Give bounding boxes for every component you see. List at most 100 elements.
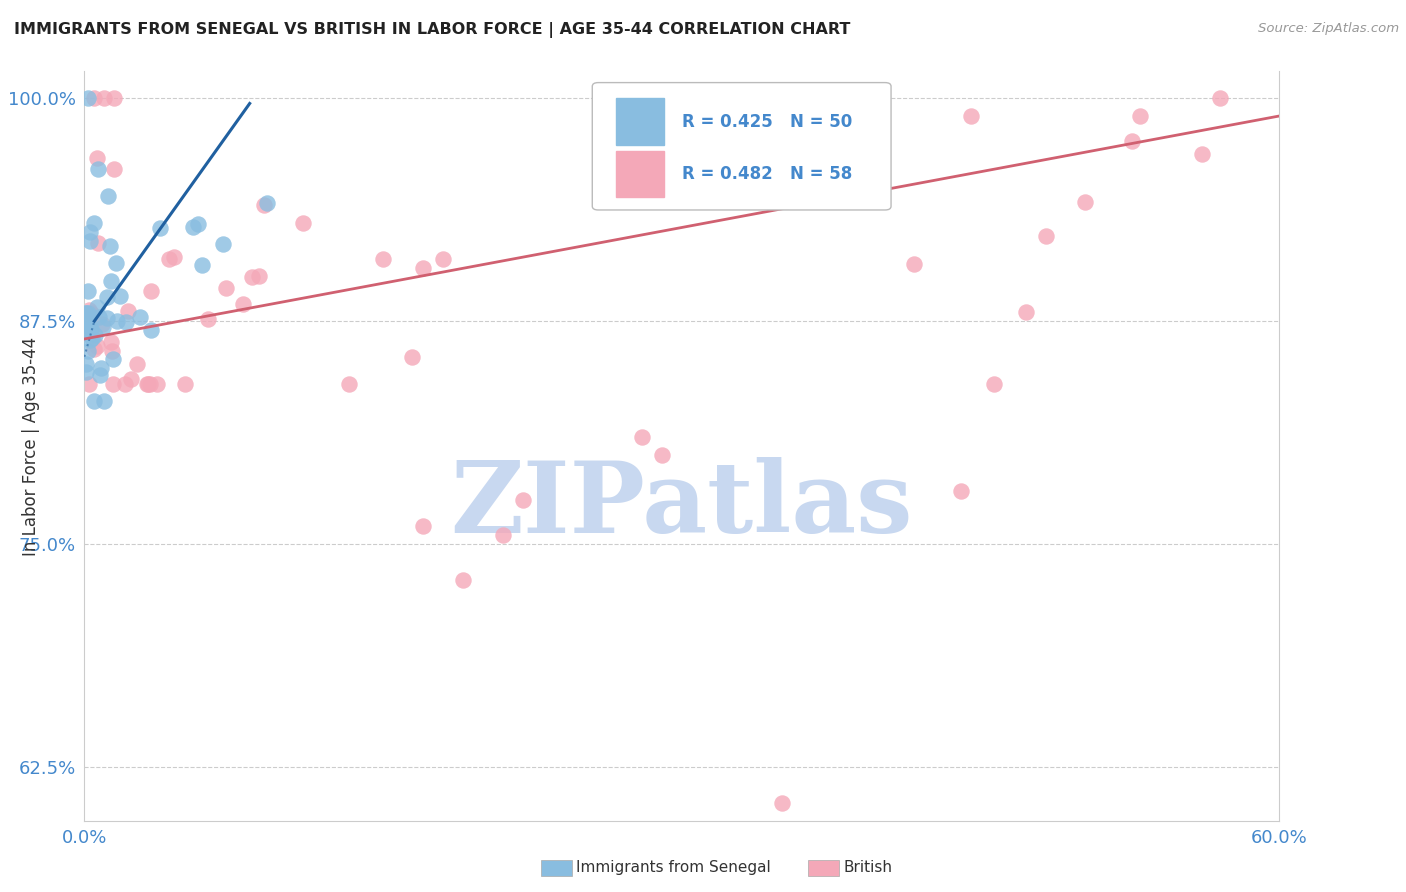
Point xyxy=(212,237,235,252)
Point xyxy=(76,318,98,333)
Point xyxy=(163,250,186,264)
Point xyxy=(93,91,115,105)
Point xyxy=(292,216,315,230)
Point xyxy=(149,221,172,235)
Text: Source: ZipAtlas.com: Source: ZipAtlas.com xyxy=(1258,22,1399,36)
Point xyxy=(76,314,98,328)
Point xyxy=(1129,109,1152,123)
Point xyxy=(87,162,110,177)
Point xyxy=(256,195,278,210)
Point xyxy=(96,310,118,325)
Point xyxy=(75,306,97,320)
Point xyxy=(146,376,169,391)
Point xyxy=(108,289,131,303)
Point xyxy=(631,430,654,444)
Point xyxy=(174,376,197,391)
Point xyxy=(100,238,122,252)
Text: ZIPatlas: ZIPatlas xyxy=(451,458,912,555)
Point xyxy=(76,308,98,322)
Point xyxy=(100,274,122,288)
Point xyxy=(103,162,125,177)
Point xyxy=(1121,134,1143,148)
Point xyxy=(253,198,276,212)
Point xyxy=(77,302,100,317)
Point xyxy=(83,91,105,105)
Point xyxy=(77,317,100,331)
Point xyxy=(959,109,981,123)
Point xyxy=(790,91,813,105)
Point xyxy=(401,350,423,364)
Point xyxy=(114,376,136,391)
Point xyxy=(91,320,114,334)
Point xyxy=(86,339,108,353)
Point xyxy=(240,270,263,285)
Point xyxy=(87,310,110,325)
Point xyxy=(412,260,434,275)
Point xyxy=(157,252,180,267)
Point xyxy=(215,281,238,295)
Point xyxy=(83,342,105,356)
Point xyxy=(80,306,103,320)
Point xyxy=(492,528,515,542)
Bar xyxy=(616,98,664,145)
Point xyxy=(105,255,128,269)
Text: R = 0.482   N = 58: R = 0.482 N = 58 xyxy=(682,165,852,183)
Text: R = 0.425   N = 50: R = 0.425 N = 50 xyxy=(682,112,852,130)
Point xyxy=(181,219,204,234)
Point xyxy=(77,376,100,391)
Point xyxy=(186,217,208,231)
Point xyxy=(100,335,122,350)
Point xyxy=(141,284,163,298)
Point xyxy=(432,252,454,266)
Point xyxy=(86,151,108,165)
Point xyxy=(512,492,534,507)
Point xyxy=(96,290,118,304)
Point xyxy=(75,305,97,319)
Point xyxy=(1191,147,1213,161)
Point xyxy=(129,310,152,324)
Point xyxy=(79,320,101,334)
Point xyxy=(80,331,103,345)
Point xyxy=(1074,194,1097,209)
Point xyxy=(451,573,474,587)
Text: Immigrants from Senegal: Immigrants from Senegal xyxy=(576,861,772,875)
Point xyxy=(76,312,98,326)
Point xyxy=(139,376,162,391)
Point xyxy=(197,311,219,326)
Point xyxy=(1015,304,1038,318)
Point xyxy=(86,301,108,315)
Point xyxy=(84,328,107,343)
Point xyxy=(232,297,254,311)
Point xyxy=(770,796,793,810)
Point xyxy=(75,357,97,371)
Point xyxy=(83,394,105,409)
Point xyxy=(79,333,101,347)
Point xyxy=(77,306,100,320)
Point xyxy=(91,317,114,331)
Point xyxy=(136,376,159,391)
FancyBboxPatch shape xyxy=(592,83,891,210)
Point xyxy=(983,376,1005,391)
Point xyxy=(949,483,972,498)
Point xyxy=(117,304,139,318)
Point xyxy=(93,394,115,409)
Point xyxy=(101,343,124,358)
Point xyxy=(75,366,97,380)
Point xyxy=(79,234,101,248)
Point xyxy=(101,351,124,366)
Point xyxy=(77,343,100,358)
Point xyxy=(125,357,148,371)
Point xyxy=(139,323,162,337)
Point xyxy=(115,314,138,328)
Point xyxy=(1209,91,1232,105)
Point xyxy=(75,308,97,322)
Point xyxy=(247,268,270,283)
Point xyxy=(90,361,112,376)
Point xyxy=(97,189,120,203)
Point xyxy=(903,257,925,271)
Point xyxy=(77,91,100,105)
Point xyxy=(191,258,214,272)
Point xyxy=(77,318,100,333)
Point xyxy=(87,236,110,251)
Point xyxy=(103,91,125,105)
